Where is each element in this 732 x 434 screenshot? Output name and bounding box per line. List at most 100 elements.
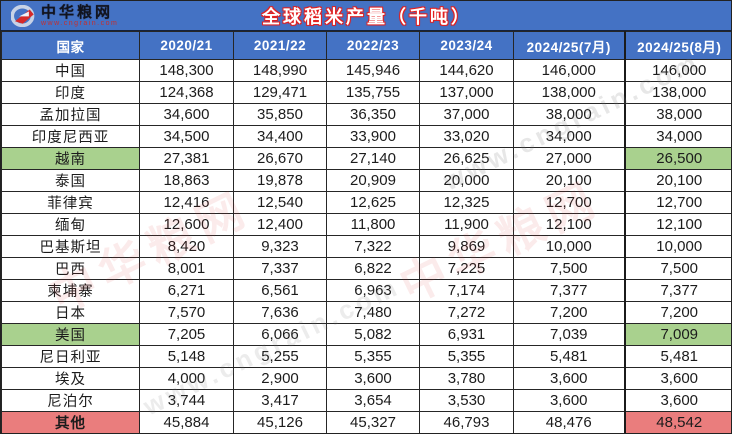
table-row: 菲律宾 12,416 12,540 12,625 12,325 12,700 12,700 [1, 191, 731, 214]
value-cell: 7,272 [419, 301, 514, 324]
logo-url: www.cngrain.com [41, 19, 119, 27]
value-cell: 5,481 [513, 345, 625, 368]
page-title: 全球稻米产量（千吨） [262, 6, 472, 27]
table-row: 孟加拉国 34,600 35,850 36,350 37,000 38,000 38,000 [1, 103, 731, 126]
value-cell: 5,255 [233, 345, 327, 368]
value-cell: 3,780 [419, 367, 514, 390]
value-cell: 34,000 [623, 125, 731, 148]
value-cell: 34,600 [139, 103, 234, 126]
value-cell: 11,900 [419, 213, 514, 236]
value-cell: 6,561 [233, 279, 327, 302]
value-cell: 148,300 [139, 59, 234, 82]
value-cell: 145,946 [326, 59, 420, 82]
value-cell: 37,000 [419, 103, 514, 126]
column-header-country: 国家 [1, 31, 140, 60]
country-cell: 孟加拉国 [1, 103, 140, 126]
table-row: 埃及 4,000 2,900 3,600 3,780 3,600 3,600 [1, 367, 731, 390]
value-cell: 35,850 [233, 103, 327, 126]
value-cell: 19,878 [233, 169, 327, 192]
value-cell: 7,322 [326, 235, 420, 258]
value-cell: 12,400 [233, 213, 327, 236]
value-cell: 12,600 [139, 213, 234, 236]
value-cell: 20,000 [419, 169, 514, 192]
value-cell: 3,530 [419, 389, 514, 412]
cngrain-globe-icon [11, 5, 37, 27]
header-banner: 中华粮网 www.cngrain.com 全球稻米产量（千吨） [1, 1, 731, 31]
country-cell: 印度 [1, 81, 140, 104]
production-table: 国家 2020/21 2021/22 2022/23 2023/24 2024/25(7月… [1, 31, 731, 433]
value-cell: 5,481 [623, 345, 731, 368]
value-cell: 7,570 [139, 301, 234, 324]
value-cell: 34,000 [513, 125, 625, 148]
value-cell: 26,625 [419, 147, 514, 170]
value-cell: 38,000 [623, 103, 731, 126]
value-cell: 6,963 [326, 279, 420, 302]
country-cell: 日本 [1, 301, 140, 324]
value-cell: 5,082 [326, 323, 420, 346]
value-cell: 6,822 [326, 257, 420, 280]
country-cell: 尼泊尔 [1, 389, 140, 412]
value-cell: 27,000 [513, 147, 625, 170]
value-cell: 124,368 [139, 81, 234, 104]
country-cell: 越南 [1, 147, 140, 170]
value-cell: 27,381 [139, 147, 234, 170]
value-cell: 6,931 [419, 323, 514, 346]
value-cell: 5,148 [139, 345, 234, 368]
value-cell: 3,600 [513, 367, 625, 390]
value-cell: 12,625 [326, 191, 420, 214]
value-cell: 45,126 [233, 411, 327, 433]
value-cell: 146,000 [623, 59, 731, 82]
table-row: 其他 45,884 45,126 45,327 46,793 48,476 48,542 [1, 411, 731, 433]
value-cell: 7,500 [513, 257, 625, 280]
value-cell: 10,000 [513, 235, 625, 258]
country-cell: 巴西 [1, 257, 140, 280]
value-cell: 6,066 [233, 323, 327, 346]
value-cell: 138,000 [513, 81, 625, 104]
value-cell: 7,200 [623, 301, 731, 324]
country-cell: 其他 [1, 411, 140, 433]
value-cell: 5,355 [326, 345, 420, 368]
country-cell: 菲律宾 [1, 191, 140, 214]
value-cell: 18,863 [139, 169, 234, 192]
country-cell: 缅甸 [1, 213, 140, 236]
value-cell: 48,542 [623, 411, 731, 433]
country-cell: 印度尼西亚 [1, 125, 140, 148]
table-row: 日本 7,570 7,636 7,480 7,272 7,200 7,200 [1, 301, 731, 324]
value-cell: 26,500 [623, 147, 731, 170]
column-header-2023/24: 2023/24 [419, 31, 514, 60]
value-cell: 45,884 [139, 411, 234, 433]
logo-text: 中华粮网 www.cngrain.com [41, 5, 118, 28]
value-cell: 7,337 [233, 257, 327, 280]
table-row: 泰国 18,863 19,878 20,909 20,000 20,100 20,100 [1, 169, 731, 192]
value-cell: 48,476 [513, 411, 625, 433]
value-cell: 148,990 [233, 59, 327, 82]
value-cell: 9,323 [233, 235, 327, 258]
table-row: 中国 148,300 148,990 145,946 144,620 146,000 146… [1, 59, 731, 82]
table-row: 尼泊尔 3,744 3,417 3,654 3,530 3,600 3,600 [1, 389, 731, 412]
value-cell: 26,670 [233, 147, 327, 170]
country-cell: 美国 [1, 323, 140, 346]
country-cell: 泰国 [1, 169, 140, 192]
value-cell: 20,909 [326, 169, 420, 192]
value-cell: 137,000 [419, 81, 514, 104]
value-cell: 7,039 [513, 323, 625, 346]
value-cell: 138,000 [623, 81, 731, 104]
value-cell: 12,416 [139, 191, 234, 214]
value-cell: 146,000 [513, 59, 625, 82]
value-cell: 20,100 [623, 169, 731, 192]
value-cell: 7,377 [513, 279, 625, 302]
table-row: 巴基斯坦 8,420 9,323 7,322 9,869 10,000 10,000 [1, 235, 731, 258]
value-cell: 7,009 [623, 323, 731, 346]
table-row: 柬埔寨 6,271 6,561 6,963 7,174 7,377 7,377 [1, 279, 731, 302]
value-cell: 135,755 [326, 81, 420, 104]
value-cell: 34,400 [233, 125, 327, 148]
value-cell: 7,500 [623, 257, 731, 280]
table-row: 印度尼西亚 34,500 34,400 33,900 33,020 34,000 34,00… [1, 125, 731, 148]
table-header-row: 国家 2020/21 2021/22 2022/23 2023/24 2024/25(7月… [1, 31, 731, 60]
value-cell: 8,420 [139, 235, 234, 258]
value-cell: 27,140 [326, 147, 420, 170]
value-cell: 4,000 [139, 367, 234, 390]
value-cell: 12,100 [623, 213, 731, 236]
value-cell: 33,020 [419, 125, 514, 148]
